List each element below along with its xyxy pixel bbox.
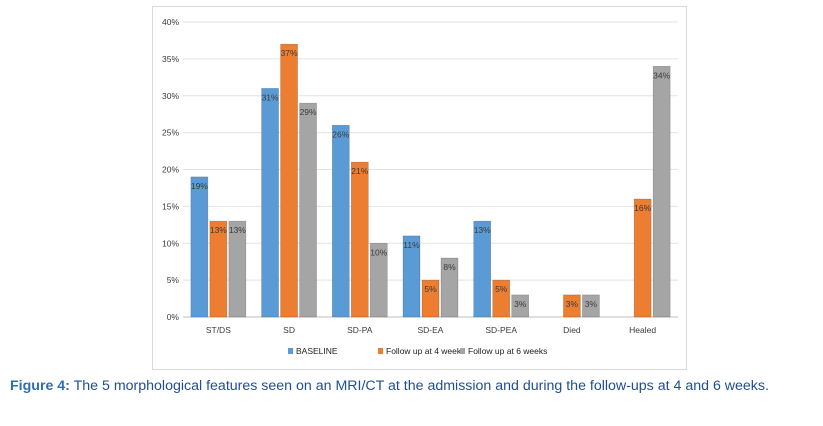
bar [228,220,247,318]
data-label: 11% [403,240,420,250]
bar [369,242,388,318]
data-label: 37% [281,48,298,58]
bar [331,124,350,318]
data-label: 26% [332,129,349,139]
data-label: 5% [424,284,437,294]
bar [492,279,511,318]
data-label: 13% [210,225,227,235]
y-tick-label: 20% [162,165,179,175]
data-label: 3% [585,299,598,309]
data-label: 3% [514,299,527,309]
bar [280,43,298,318]
x-tick-label: SD-PA [347,325,373,335]
data-label: 3% [566,299,579,309]
bar [350,161,369,318]
y-tick-label: 30% [162,91,179,101]
bar [511,294,530,318]
y-tick-label: 25% [162,128,179,138]
bar [209,220,228,318]
legend-label: Follow up at 4 weeks [386,346,465,356]
data-label: 13% [474,225,491,235]
bar [440,257,459,318]
x-tick-label: SD [283,325,295,335]
caption-text: The 5 morphological features seen on an … [73,378,769,394]
bar [421,279,440,318]
bar [402,235,421,318]
x-tick-label: SD-EA [418,325,444,335]
x-tick-label: Died [563,325,581,335]
legend-label: Follow up at 6 weeks [468,346,547,356]
data-label: 34% [653,70,670,80]
y-tick-label: 0% [167,312,180,322]
y-tick-label: 5% [167,275,180,285]
legend-swatch [378,348,383,354]
figure-caption: Figure 4: The 5 morphological features s… [10,377,815,396]
bar [582,294,600,318]
legend-swatch [288,348,293,354]
y-tick-label: 40% [162,17,179,27]
data-label: 10% [370,247,387,257]
bar [633,198,652,318]
data-label: 21% [351,166,368,176]
data-label: 13% [229,225,246,235]
bar [652,65,671,318]
data-label: 16% [634,203,651,213]
bar [299,102,317,318]
bar [261,88,279,318]
y-tick-label: 10% [162,238,179,248]
bar [473,220,492,318]
legend-label: BASELINE [296,346,338,356]
data-label: 8% [443,262,456,272]
x-tick-label: SD-PEA [485,325,517,335]
x-tick-label: Healed [629,325,656,335]
x-tick-label: ST/DS [206,325,231,335]
bar [190,176,209,318]
data-label: 5% [495,284,508,294]
caption-label: Figure 4: [10,378,70,394]
legend-swatch [460,348,465,354]
bar [563,294,581,318]
data-label: 31% [262,92,279,102]
data-label: 19% [191,181,208,191]
y-tick-label: 35% [162,54,179,64]
y-tick-label: 15% [162,201,179,211]
data-label: 29% [300,107,317,117]
